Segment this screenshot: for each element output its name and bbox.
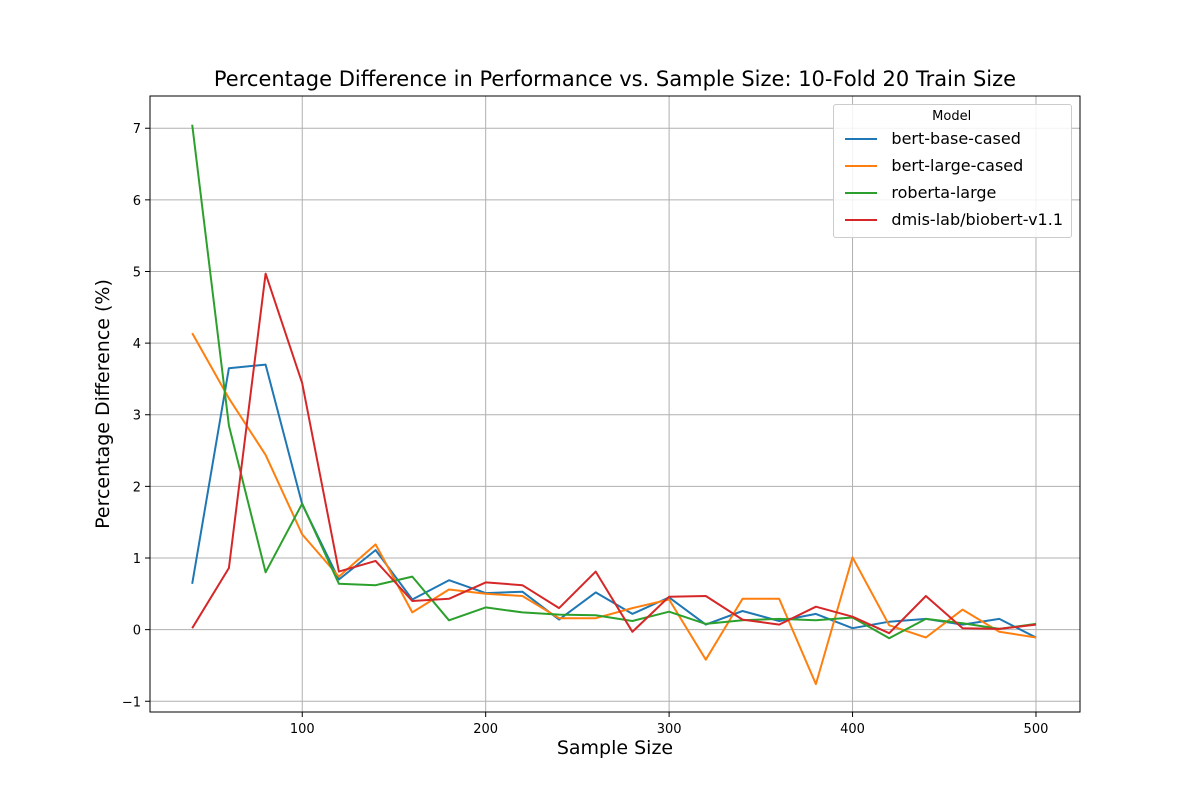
series-line-2 <box>191 124 1037 640</box>
series-line-3 <box>191 272 1037 635</box>
y-tick-label: −1 <box>122 695 141 710</box>
y-tick-label: 2 <box>133 480 141 495</box>
legend-item: roberta-large <box>840 179 1063 206</box>
legend-swatch <box>845 164 878 167</box>
y-tick-label: 3 <box>133 409 141 424</box>
legend: Model bert-base-cased bert-large-cased rob… <box>833 104 1072 238</box>
legend-label: roberta-large <box>891 183 997 202</box>
y-tick-label: 5 <box>133 265 141 280</box>
legend-item: bert-base-cased <box>840 125 1063 152</box>
plot-frame <box>149 95 1081 713</box>
x-tick-label: 300 <box>657 722 682 737</box>
chart-title: Percentage Difference in Performance vs.… <box>213 67 1017 91</box>
series-line-1 <box>191 332 1037 686</box>
y-axis-label: Percentage Difference (%) <box>92 279 114 529</box>
legend-item: dmis-lab/biobert-v1.1 <box>840 206 1063 233</box>
x-tick-label: 500 <box>1024 722 1049 737</box>
legend-label: bert-base-cased <box>891 129 1021 148</box>
series-line-0 <box>191 363 1037 639</box>
legend-swatch <box>845 191 878 194</box>
y-tick-label: 1 <box>133 552 141 567</box>
x-tick-label: 200 <box>473 722 498 737</box>
legend-label: dmis-lab/biobert-v1.1 <box>891 210 1063 229</box>
legend-swatch <box>845 137 878 140</box>
series-lines <box>191 124 1037 686</box>
legend-item: bert-large-cased <box>840 152 1063 179</box>
x-tick-label: 100 <box>290 722 315 737</box>
x-axis-label: Sample Size <box>556 737 674 759</box>
y-tick-label: 6 <box>133 194 141 209</box>
legend-title: Model <box>932 109 972 124</box>
axis-ticks: 100 200 300 400 500 −1 0 1 2 3 4 5 6 7 <box>122 122 1049 737</box>
legend-swatch <box>845 218 878 221</box>
legend-label: bert-large-cased <box>891 156 1024 175</box>
legend-items: bert-base-cased bert-large-cased roberta-l… <box>840 125 1063 233</box>
x-tick-label: 400 <box>840 722 865 737</box>
y-tick-label: 0 <box>133 624 141 639</box>
y-tick-label: 7 <box>133 122 141 137</box>
y-tick-label: 4 <box>133 337 141 352</box>
